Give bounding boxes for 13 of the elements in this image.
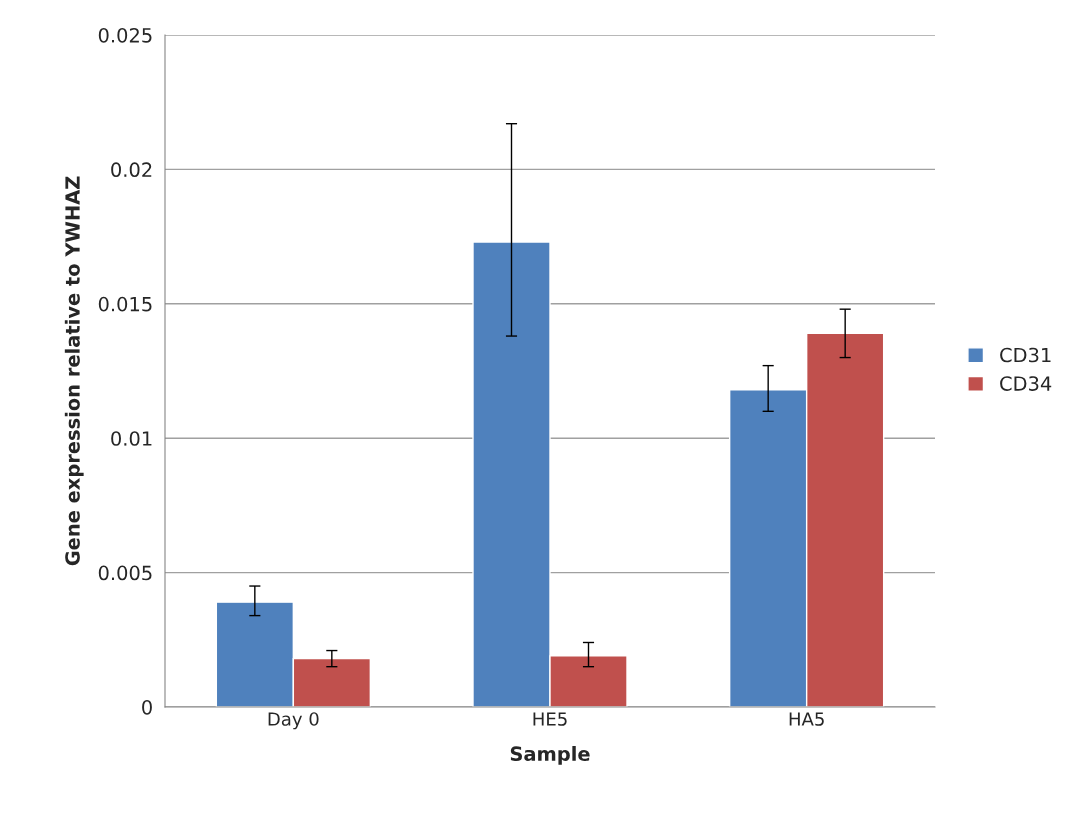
- y-tick-label: 0.005: [98, 565, 152, 581]
- legend-label: CD31: [1000, 347, 1051, 363]
- x-tick-label: HE5: [533, 712, 567, 726]
- legend-label: CD34: [1000, 376, 1052, 391]
- x-axis-title: Sample: [510, 746, 590, 765]
- y-tick-label: 0.025: [98, 27, 152, 43]
- y-tick-label: 0.02: [111, 162, 152, 178]
- y-tick-label: 0.01: [111, 431, 152, 446]
- y-tick-label: 0.015: [98, 296, 152, 312]
- x-tick-label: HA5: [789, 712, 824, 726]
- y-tick-label: 0: [142, 699, 152, 715]
- x-tick-label: Day 0: [268, 712, 319, 730]
- y-axis-title: Gene expression relative to YWHAZ: [64, 176, 84, 566]
